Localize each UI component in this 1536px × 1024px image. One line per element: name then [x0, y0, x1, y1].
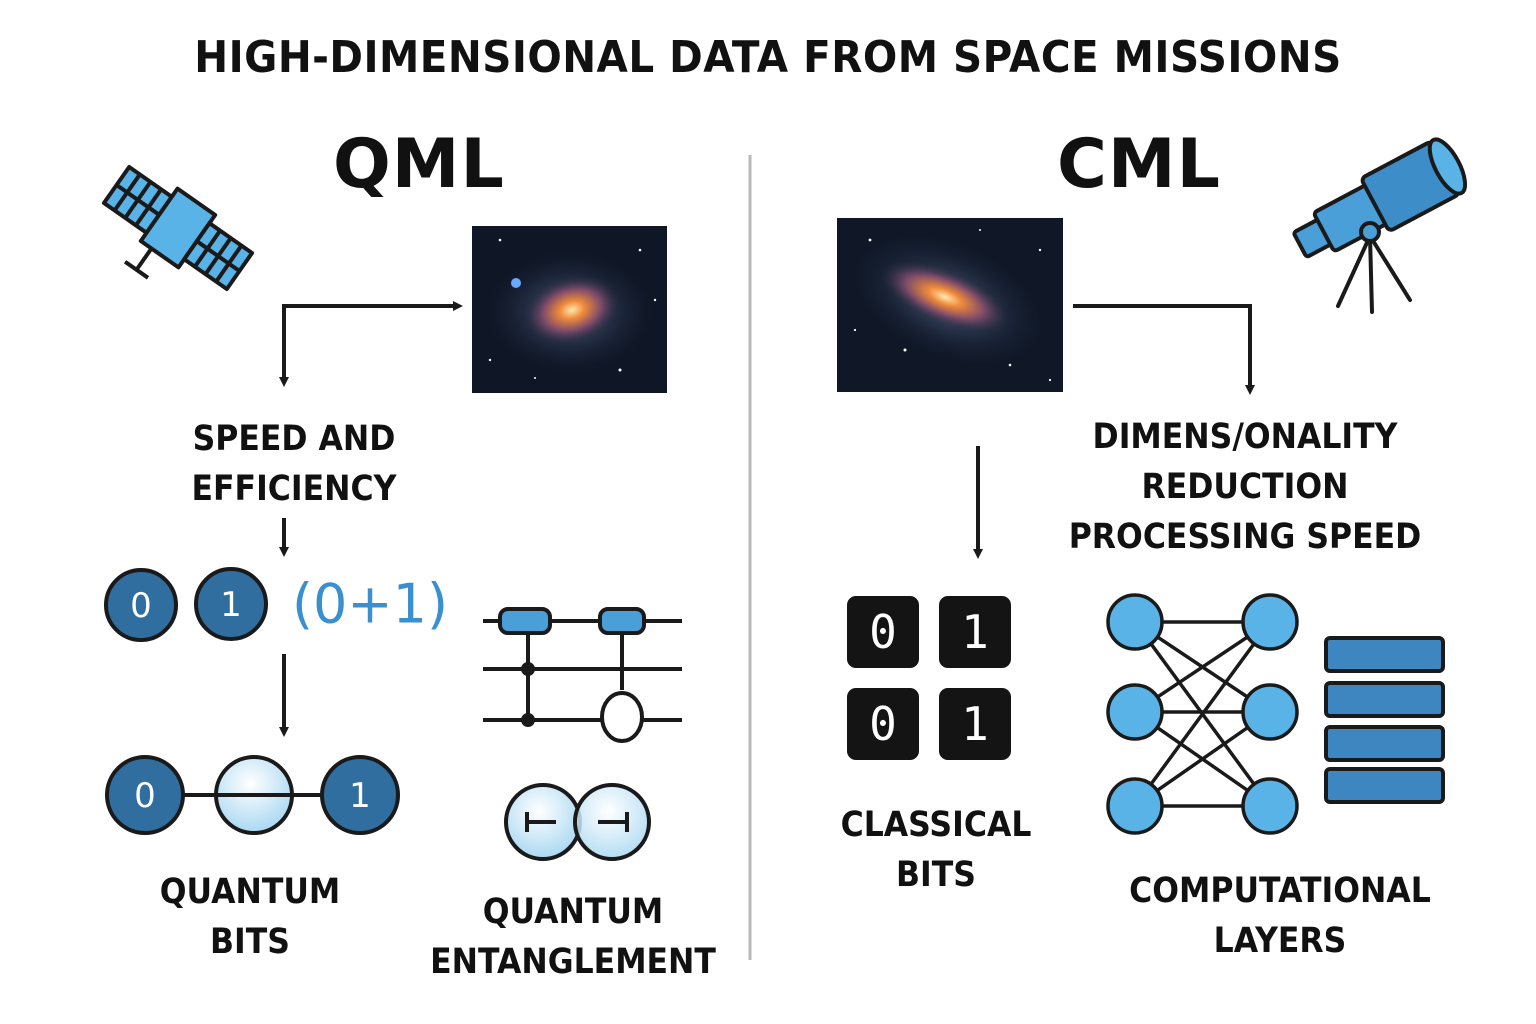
classical-bit: 0	[847, 688, 919, 760]
galaxy-image-left	[472, 226, 667, 393]
satellite-icon	[101, 164, 255, 292]
classical-bits-label: CLASSICAL BITS	[801, 800, 1071, 900]
quantum-bits-line-2: BITS	[210, 922, 290, 962]
neural-network-icon	[1106, 593, 1299, 835]
reduction-line-3: PROCESSING SPEED	[1068, 517, 1422, 557]
chain-one-text: 1	[349, 776, 371, 816]
qubit-zero-circle: 0	[104, 568, 178, 642]
classical-line-2: BITS	[896, 855, 976, 895]
speed-line-1: SPEED AND	[192, 419, 396, 459]
classical-bit: 1	[939, 688, 1011, 760]
entanglement-line-2: ENTANGLEMENT	[430, 942, 716, 982]
entanglement-line-1: QUANTUM	[482, 892, 664, 932]
telescope-icon	[1292, 137, 1468, 314]
speed-efficiency-label: SPEED AND EFFICIENCY	[159, 414, 429, 514]
diagram-title: HIGH-DIMENSIONAL DATA FROM SPACE MISSION…	[194, 32, 1342, 83]
reduction-line-2: REDUCTION	[1141, 467, 1349, 507]
reduction-label: DIMENS/ONALITY REDUCTION PROCESSING SPEE…	[1061, 412, 1430, 562]
entanglement-label: QUANTUM ENTANGLEMENT	[416, 887, 731, 987]
qubit-one-text: 1	[220, 585, 242, 625]
cml-heading: CML	[1057, 125, 1221, 204]
layers-line-1: COMPUTATIONAL	[1129, 871, 1431, 911]
speed-line-2: EFFICIENCY	[191, 469, 397, 509]
layers-line-2: LAYERS	[1213, 921, 1347, 961]
quantum-circuit	[483, 607, 682, 743]
qml-flow-arrows	[279, 301, 463, 737]
quantum-bits-chain: 0 1	[105, 755, 400, 835]
reduction-line-1: DIMENS/ONALITY	[1092, 417, 1398, 457]
chain-zero-text: 0	[134, 776, 156, 816]
galaxy-image-right	[837, 218, 1063, 392]
quantum-bits-label: QUANTUM BITS	[115, 867, 385, 967]
cml-flow-arrows	[973, 304, 1255, 559]
computational-layers-label: COMPUTATIONAL LAYERS	[1118, 866, 1442, 966]
qubit-one-circle: 1	[194, 567, 268, 641]
quantum-bits-line-1: QUANTUM	[159, 872, 341, 912]
classical-line-1: CLASSICAL	[840, 805, 1032, 845]
qml-heading: QML	[333, 125, 505, 204]
layers-stack-icon	[1324, 636, 1445, 804]
entanglement-icon	[504, 783, 651, 861]
qubit-zero-text: 0	[130, 586, 152, 626]
classical-bit: 0	[847, 596, 919, 668]
superposition-text: (0+1)	[292, 573, 448, 636]
classical-bit: 1	[939, 596, 1011, 668]
